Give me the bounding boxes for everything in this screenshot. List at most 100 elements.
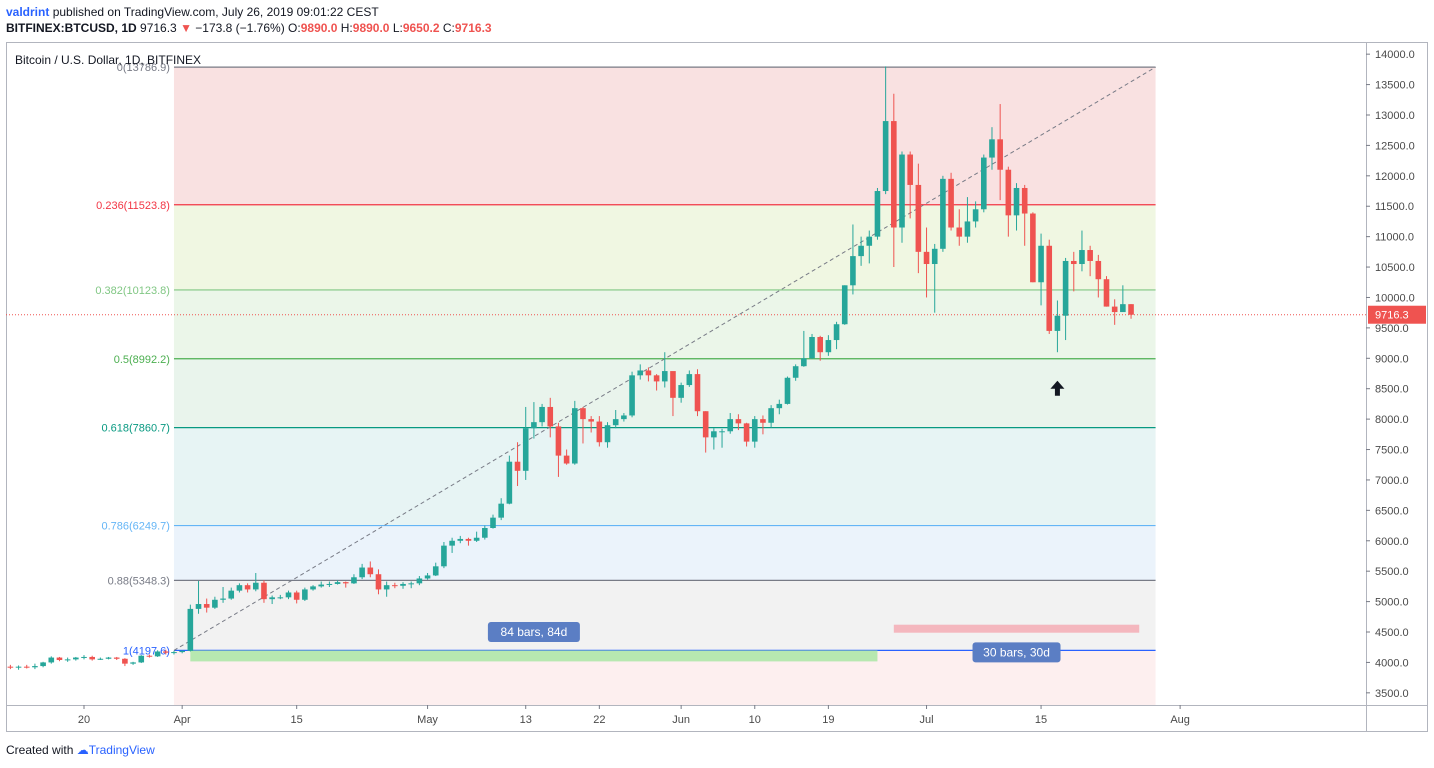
candle-body [1111, 306, 1118, 313]
range-label-30: 30 bars, 30d [983, 645, 1050, 659]
time-axis-label: May [417, 714, 438, 726]
candle-body [1103, 279, 1110, 307]
time-axis-label: 15 [1035, 714, 1047, 726]
candle-body [392, 585, 398, 587]
candle-body [252, 582, 259, 590]
price-axis-label: 4500.0 [1375, 627, 1409, 639]
open-value: 9890.0 [300, 21, 338, 35]
candle-body [64, 659, 71, 661]
price-axis-label: 12500.0 [1375, 140, 1415, 152]
candle-body [73, 657, 79, 660]
candle-body [522, 428, 529, 471]
tradingview-logo-icon: ☁ [76, 743, 89, 757]
candle-body [629, 375, 635, 416]
range-label-box [487, 622, 580, 643]
candle-body [15, 666, 22, 668]
candle-body [645, 370, 652, 376]
candle-body [915, 184, 922, 252]
candle-body [48, 657, 55, 663]
candle-body [424, 575, 431, 579]
price-axis-label: 10000.0 [1375, 292, 1415, 304]
candle-body [621, 415, 627, 420]
time-axis-label: 22 [593, 714, 605, 726]
candle-body [891, 121, 897, 228]
fib-level-label: 0.88(5348.3) [108, 575, 170, 587]
range-30-bar [893, 624, 1140, 633]
time-axis-label: Aug [1170, 714, 1190, 726]
candle-body [179, 650, 185, 653]
time-axis-label: 13 [520, 714, 532, 726]
candle-body [727, 419, 734, 432]
candle-body [972, 209, 979, 222]
candle-body [244, 585, 251, 590]
candle-body [956, 227, 963, 237]
candle-body [432, 566, 439, 576]
candle-body [457, 538, 464, 541]
fib-zone [173, 204, 1156, 290]
open-label: O: [288, 21, 301, 35]
candle-body [163, 651, 169, 653]
price-chart[interactable]: 0(13786.9) 0.236(11523.8) 0.382(10123.8) 0.… [6, 42, 1428, 732]
candle-body [310, 586, 316, 590]
candle-body [203, 604, 210, 608]
low-value: 9650.2 [402, 21, 440, 35]
candle-body [792, 366, 799, 378]
high-value: 9890.0 [352, 21, 390, 35]
candle-body [563, 455, 570, 464]
candle-body [195, 604, 202, 609]
candle-body [40, 662, 46, 667]
price-axis-label: 7500.0 [1375, 445, 1409, 457]
candle-body [449, 540, 455, 546]
price-axis-label: 8000.0 [1375, 414, 1409, 426]
author-link[interactable]: valdrint [6, 5, 50, 19]
candle-body [637, 370, 644, 376]
published-text: published on TradingView.com, July 26, 2… [52, 5, 379, 19]
candle-body [661, 371, 668, 382]
candle-body [907, 154, 913, 185]
fib-level-label: 0.5(8992.2) [114, 354, 170, 366]
publish-line: valdrint published on TradingView.com, J… [6, 4, 1426, 20]
candle-body [580, 408, 586, 420]
candle-body [841, 285, 848, 325]
candle-body [441, 545, 447, 567]
price-axis-label: 11000.0 [1375, 232, 1414, 244]
candle-body [997, 139, 1003, 170]
fib-level-label: 0(13786.9) [117, 62, 170, 74]
candle-body [948, 178, 954, 228]
candle-body [604, 425, 611, 443]
candle-body [531, 422, 537, 429]
candle-body [850, 256, 856, 286]
candle-body [97, 658, 104, 660]
current-price-label: 9716.3 [1375, 310, 1409, 322]
price-axis-label: 4000.0 [1375, 657, 1409, 669]
candle-body [130, 662, 136, 664]
created-with-text: Created with [6, 743, 74, 757]
candle-body [302, 589, 308, 600]
candle-body [989, 139, 995, 158]
candle-body [596, 421, 603, 443]
candle-body [359, 567, 365, 578]
price-change: −173.8 (−1.76%) [195, 21, 285, 35]
candle-body [940, 178, 946, 249]
candle-body [547, 406, 554, 427]
fib-zone [173, 289, 1156, 359]
candle-body [154, 651, 161, 657]
candle-body [490, 517, 496, 528]
candle-body [1128, 304, 1134, 315]
candle-body [482, 527, 488, 538]
candle-body [1062, 260, 1069, 316]
fib-level-label: 1(4197.6) [123, 645, 170, 657]
price-axis-label: 5000.0 [1375, 597, 1409, 609]
symbol-name[interactable]: BITFINEX:BTCUSD, 1D [6, 21, 137, 35]
candle-body [408, 583, 414, 585]
fib-level-label: 0.236(11523.8) [96, 200, 170, 212]
candle-body [105, 657, 112, 659]
price-axis-label: 8500.0 [1375, 384, 1409, 396]
candle-body [801, 358, 807, 367]
tradingview-brand-link[interactable]: TradingView [88, 743, 155, 757]
price-axis-label: 13000.0 [1375, 110, 1415, 122]
fib-level-label: 0.786(6249.7) [101, 521, 170, 533]
candle-body [1038, 245, 1044, 283]
time-axis-label: Jul [920, 714, 934, 726]
price-axis-label: 12000.0 [1375, 171, 1415, 183]
